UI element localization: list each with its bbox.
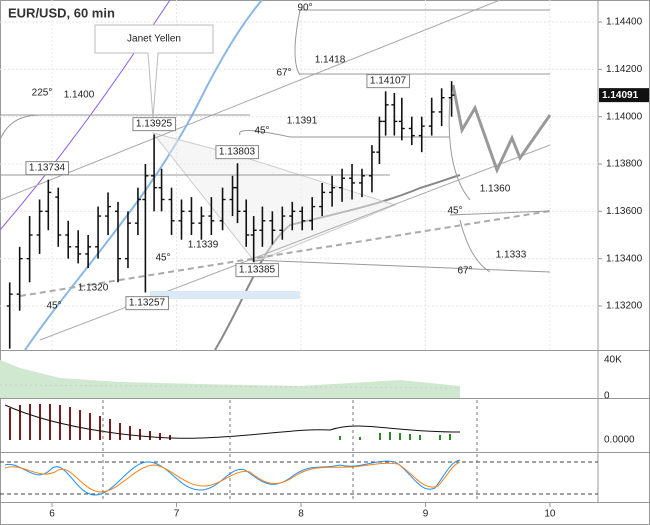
callout-box bbox=[215, 145, 260, 160]
annotation: 225° bbox=[32, 88, 53, 99]
x-tick-label: 8 bbox=[298, 509, 304, 520]
volume-tick: 0 bbox=[604, 391, 610, 402]
projection bbox=[451, 84, 552, 174]
annotations: Janet Yellen 1.13734 1.13925 1.13803 1.14107… bbox=[25, 3, 527, 312]
arc bbox=[0, 9, 491, 273]
price-callout: 1.13385 bbox=[239, 265, 276, 276]
volume-pane bbox=[0, 360, 461, 398]
x-tick-label: 6 bbox=[49, 509, 55, 520]
annotation: 1.1333 bbox=[496, 250, 527, 261]
callout-box bbox=[366, 74, 411, 89]
volume-tick: 40K bbox=[604, 355, 622, 366]
annotation: 45° bbox=[155, 253, 170, 264]
callout bbox=[94, 24, 214, 119]
annotation: 45° bbox=[254, 126, 269, 137]
histogram bbox=[339, 432, 451, 440]
y-tick-label: 1.14000 bbox=[606, 111, 643, 122]
oscillator-pane bbox=[4, 404, 461, 440]
price-marker bbox=[599, 88, 649, 103]
price-label: 1.14091 bbox=[602, 90, 639, 101]
volume-ma bbox=[0, 384, 461, 389]
stoch-k bbox=[4, 459, 461, 496]
zone bbox=[150, 291, 300, 299]
annotation: 67° bbox=[457, 266, 472, 277]
annotation: 1.1360 bbox=[480, 184, 511, 195]
annotation: 90° bbox=[297, 3, 312, 14]
y-tick-label: 1.13400 bbox=[606, 253, 643, 264]
fan-line bbox=[0, 0, 501, 201]
annotation: 1.1320 bbox=[78, 283, 109, 294]
y-tick-label: 1.13200 bbox=[606, 301, 643, 312]
price-callout: 1.14107 bbox=[370, 76, 407, 87]
chart-title: EUR/USD, 60 min bbox=[8, 5, 115, 20]
annotation: 45° bbox=[46, 301, 61, 312]
callout-box bbox=[132, 117, 177, 132]
signal-line bbox=[4, 404, 461, 439]
callout-box bbox=[125, 296, 170, 311]
y-tick-label: 1.13800 bbox=[606, 159, 643, 170]
price-callout: 1.13925 bbox=[136, 119, 173, 130]
annotation: 45° bbox=[447, 206, 462, 217]
histogram bbox=[9, 404, 171, 440]
annotation: 1.1400 bbox=[64, 90, 95, 101]
stoch-d bbox=[4, 461, 461, 493]
drawings bbox=[0, 0, 552, 351]
annotation: 1.1339 bbox=[188, 240, 219, 251]
stochastic-pane bbox=[0, 459, 598, 496]
price-callout: 1.13734 bbox=[29, 163, 66, 174]
price-callout: 1.13803 bbox=[219, 147, 256, 158]
callout-box bbox=[25, 161, 70, 176]
price-callout: 1.13257 bbox=[129, 298, 166, 309]
y-tick-label: 1.13600 bbox=[606, 206, 643, 217]
y-tick-label: 1.14400 bbox=[606, 17, 643, 28]
annotation: 1.1418 bbox=[315, 55, 346, 66]
level-line bbox=[449, 210, 551, 216]
bars bbox=[6, 81, 455, 349]
triangle bbox=[151, 132, 397, 263]
x-tick-label: 7 bbox=[174, 509, 180, 520]
annotation: Janet Yellen bbox=[127, 34, 181, 45]
level-line bbox=[249, 259, 551, 273]
y-tick-label: 1.14200 bbox=[606, 64, 643, 75]
fan-line bbox=[39, 144, 551, 341]
x-tick-label: 10 bbox=[544, 509, 556, 520]
x-tick-label: 9 bbox=[423, 509, 429, 520]
day-separators bbox=[102, 400, 478, 502]
oscillator-tick: 0.0000 bbox=[604, 435, 635, 446]
annotation: 1.1391 bbox=[287, 116, 318, 127]
callout-box bbox=[235, 263, 280, 278]
annotation: 67° bbox=[276, 68, 291, 79]
volume-area bbox=[0, 360, 460, 398]
